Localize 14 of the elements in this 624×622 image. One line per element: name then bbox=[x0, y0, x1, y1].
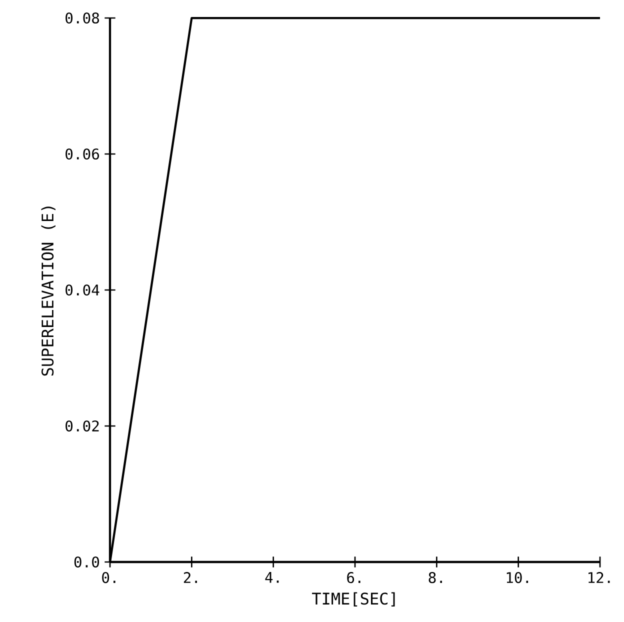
x-tick-label: 2. bbox=[184, 572, 197, 583]
y-tick-label: 0.08 bbox=[66, 12, 100, 24]
x-tick-label: 0. bbox=[102, 572, 116, 584]
y-tick-label: 0.04 bbox=[66, 284, 100, 296]
x-tick-label: 8. bbox=[428, 572, 442, 584]
x-tick-label: 6. bbox=[347, 572, 360, 584]
x-tick-label: 4. bbox=[265, 572, 279, 583]
x-tick-label: 10. bbox=[506, 572, 528, 584]
x-axis-title: TIME[SEC] bbox=[312, 592, 395, 607]
y-tick-label: 0.06 bbox=[66, 148, 100, 160]
y-tick-label: 0.02 bbox=[66, 420, 99, 432]
y-tick-label: 0.0 bbox=[74, 556, 100, 568]
x-tick-label: 12. bbox=[588, 572, 610, 583]
y-axis-title: SUPERELEVATION (E) bbox=[41, 206, 56, 376]
